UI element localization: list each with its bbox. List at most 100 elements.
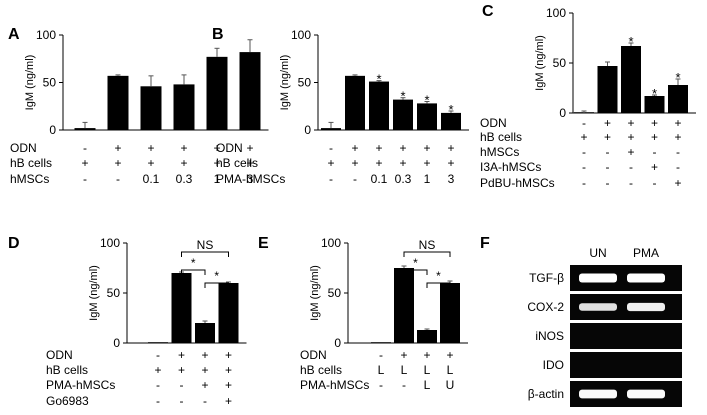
y-tick-label-c-100: 100 xyxy=(546,6,566,20)
bar-d-4 xyxy=(218,283,239,343)
row-cell-c-3-4: - xyxy=(653,145,657,159)
row-cell-e-1-1: - xyxy=(379,348,383,362)
y-axis-label-a: IgM (ng/ml) xyxy=(24,55,36,111)
row-label-c-2: hB cells xyxy=(480,130,522,144)
row-cell-b-2-2: + xyxy=(351,156,358,170)
panel-label-d: D xyxy=(8,235,20,252)
row-label-d-2: hB cells xyxy=(46,363,88,377)
row-cell-c-1-3: + xyxy=(627,116,634,130)
y-axis-label-e: IgM (ng/ml) xyxy=(309,265,321,321)
row-cell-a-2-5: + xyxy=(213,156,220,170)
y-tick-label-e-100: 100 xyxy=(321,236,341,250)
row-label-c-4: I3A-hMSCs xyxy=(480,160,541,174)
row-label-a-3: hMSCs xyxy=(10,172,49,186)
gel-band-1-2 xyxy=(627,273,665,283)
row-cell-d-2-2: + xyxy=(178,363,185,377)
row-cell-d-1-2: + xyxy=(178,348,185,362)
row-cell-e-2-2: L xyxy=(401,363,408,377)
significance-star-c-3: * xyxy=(628,34,633,49)
row-label-e-2: hB cells xyxy=(300,363,342,377)
bracket-label-d-1: NS xyxy=(197,238,214,252)
row-cell-d-2-3: + xyxy=(201,363,208,377)
y-tick-label-d-50: 50 xyxy=(107,286,121,300)
row-label-a-1: ODN xyxy=(10,141,37,155)
row-cell-c-3-3: + xyxy=(627,145,634,159)
bar-b-6 xyxy=(441,112,461,130)
row-cell-c-2-2: + xyxy=(604,130,611,144)
y-tick-label-a-50: 50 xyxy=(43,76,57,90)
y-tick-label-b-50: 50 xyxy=(298,76,312,90)
y-tick-label-a-100: 100 xyxy=(36,28,56,42)
row-cell-b-3-6: 3 xyxy=(448,172,455,186)
row-cell-c-5-3: - xyxy=(629,176,633,190)
row-cell-c-1-4: + xyxy=(651,116,658,130)
row-cell-e-2-4: L xyxy=(447,363,454,377)
row-cell-c-5-5: + xyxy=(674,176,681,190)
bar-d-1 xyxy=(148,342,168,343)
row-cell-c-5-4: - xyxy=(653,176,657,190)
bracket-label-d-3: * xyxy=(214,269,219,283)
bar-c-5 xyxy=(668,85,688,113)
y-tick-label-b-100: 100 xyxy=(291,28,311,42)
row-cell-a-3-2: - xyxy=(116,172,120,186)
y-axis-label-d: IgM (ng/ml) xyxy=(88,265,100,321)
gel-band-1-1 xyxy=(579,273,617,283)
row-cell-c-4-4: + xyxy=(651,160,658,174)
bar-e-1 xyxy=(371,342,391,343)
significance-star-c-5: * xyxy=(675,70,680,85)
gel-row-label-5: β-actin xyxy=(528,387,564,401)
row-cell-c-1-2: + xyxy=(604,116,611,130)
row-cell-a-3-1: - xyxy=(83,172,87,186)
bracket-d-3 xyxy=(204,282,229,288)
row-cell-a-2-4: + xyxy=(180,156,187,170)
gel-band-2-2 xyxy=(627,302,665,312)
row-cell-d-3-2: - xyxy=(180,378,184,392)
bar-e-3 xyxy=(417,330,437,343)
gel-band-5-1 xyxy=(579,389,617,399)
gel-lane-3 xyxy=(570,323,682,349)
row-cell-d-2-4: + xyxy=(225,363,232,377)
row-cell-e-3-2: - xyxy=(402,378,406,392)
y-tick-label-e-0: 0 xyxy=(334,336,341,350)
gel-row-label-1: TGF-β xyxy=(529,271,564,285)
row-cell-b-3-3: 0.1 xyxy=(371,172,388,186)
row-cell-a-1-1: - xyxy=(83,141,87,155)
significance-star-b-3: * xyxy=(376,72,381,87)
row-cell-d-3-4: + xyxy=(225,378,232,392)
row-cell-e-2-1: L xyxy=(378,363,385,377)
row-cell-d-4-4: + xyxy=(225,394,232,408)
row-cell-c-3-1: - xyxy=(582,145,586,159)
row-cell-b-2-6: + xyxy=(447,156,454,170)
row-label-d-1: ODN xyxy=(46,348,73,362)
row-cell-c-2-5: + xyxy=(674,130,681,144)
y-tick-label-d-100: 100 xyxy=(100,236,120,250)
row-cell-d-4-3: - xyxy=(203,394,207,408)
row-cell-d-1-3: + xyxy=(201,348,208,362)
row-cell-c-4-3: - xyxy=(629,160,633,174)
row-cell-c-4-2: - xyxy=(606,160,610,174)
y-tick-label-b-0: 0 xyxy=(304,123,311,137)
y-tick-label-e-50: 50 xyxy=(328,286,342,300)
bar-a-3 xyxy=(140,86,162,130)
significance-star-b-5: * xyxy=(424,93,429,108)
bar-d-2 xyxy=(171,273,192,343)
bar-d-3 xyxy=(195,323,215,343)
row-label-b-3: PMA-hMSCs xyxy=(216,172,285,186)
gel-row-label-2: COX-2 xyxy=(527,300,564,314)
row-cell-a-2-6: + xyxy=(246,156,253,170)
bar-a-2 xyxy=(107,75,129,130)
panel-label-c: C xyxy=(482,3,494,20)
row-cell-a-2-2: + xyxy=(114,156,121,170)
y-tick-label-a-0: 0 xyxy=(49,123,56,137)
panel-label-b: B xyxy=(212,26,224,43)
row-cell-e-1-4: + xyxy=(446,348,453,362)
row-cell-b-3-1: - xyxy=(329,172,333,186)
row-cell-b-1-4: + xyxy=(399,141,406,155)
row-cell-e-2-3: L xyxy=(424,363,431,377)
row-cell-b-2-5: + xyxy=(423,156,430,170)
bar-c-2 xyxy=(597,66,618,113)
bracket-label-e-1: NS xyxy=(419,238,436,252)
row-cell-c-4-1: - xyxy=(582,160,586,174)
row-cell-b-1-1: - xyxy=(329,141,333,155)
